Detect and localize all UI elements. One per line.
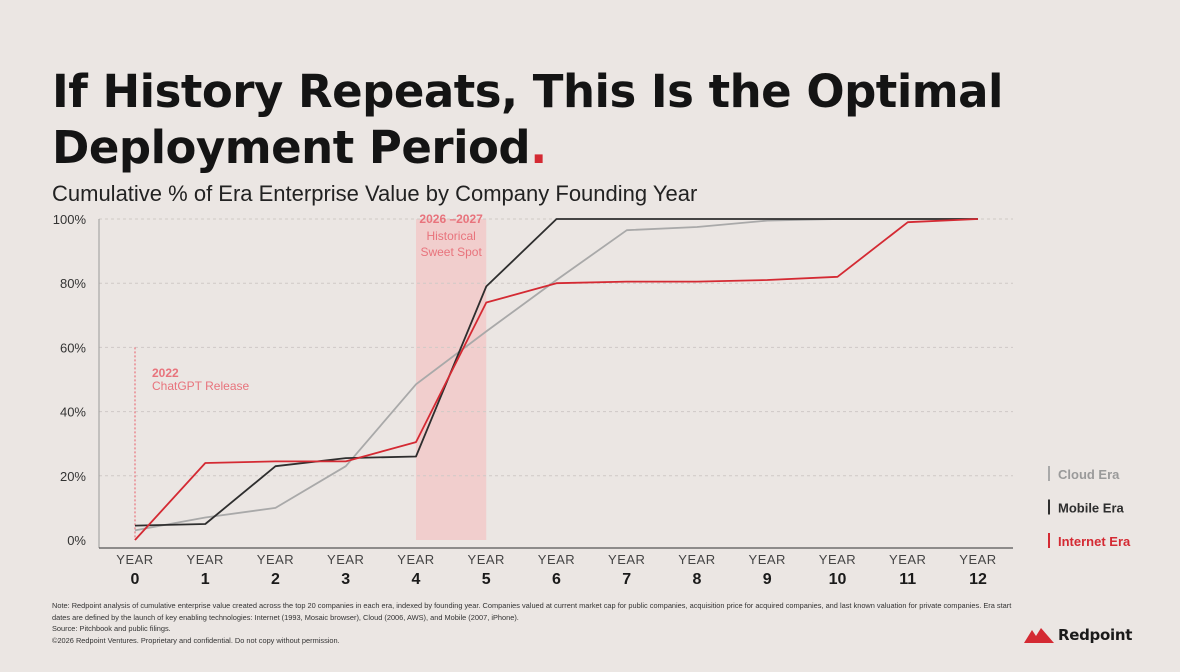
title-text: If History Repeats, This Is the Optimal …	[52, 65, 1003, 174]
y-tick-label: 40%	[60, 405, 86, 420]
x-tick-prefix: YEAR	[397, 552, 434, 567]
chart-subtitle: Cumulative % of Era Enterprise Value by …	[52, 181, 698, 206]
x-tick-prefix: YEAR	[257, 552, 294, 567]
highlight-band	[416, 219, 487, 540]
annotation-label: ChatGPT Release	[152, 379, 249, 393]
x-tick-prefix: YEAR	[608, 552, 645, 567]
x-tick-label: 10	[829, 571, 847, 588]
annotation-title: 2022	[152, 366, 179, 380]
redpoint-logo: Redpoint	[1024, 626, 1132, 644]
x-tick-label: 5	[482, 571, 491, 588]
legend-label: Cloud Era	[1058, 467, 1120, 482]
footnote-line: dates are defined by the launch of key e…	[52, 612, 519, 622]
x-tick-labels: YEAR 0 YEAR 1 YEAR 2 YEAR 3 YEAR 4 YEAR 5 YEAR 6 YEAR 7…	[116, 552, 996, 588]
legend-label: Internet Era	[1058, 534, 1131, 549]
footnote-line: Note: Redpoint analysis of cumulative en…	[52, 601, 1012, 610]
y-tick-labels: 0% 20% 40% 60% 80% 100%	[53, 212, 87, 548]
footnote: Note: Redpoint analysis of cumulative en…	[52, 600, 1132, 646]
x-tick-prefix: YEAR	[678, 552, 715, 567]
x-tick-label: 0	[131, 571, 140, 588]
mountain-peaks-icon	[1024, 628, 1054, 643]
x-tick-prefix: YEAR	[538, 552, 575, 567]
title-dot: .	[530, 121, 547, 174]
x-tick-label: 3	[341, 571, 350, 588]
x-tick-prefix: YEAR	[187, 552, 224, 567]
logo-text: Redpoint	[1058, 626, 1133, 644]
x-tick-label: 1	[201, 571, 210, 588]
series-lines	[134, 218, 979, 541]
x-tick-label: 11	[899, 571, 916, 588]
page-title: If History Repeats, This Is the Optimal …	[52, 64, 1132, 176]
legend-label: Mobile Era	[1058, 501, 1125, 516]
legend: Cloud Era Mobile Era Internet Era	[1048, 466, 1131, 549]
footnote-source: Source: Pitchbook and public filings.	[52, 624, 171, 634]
x-tick-label: 6	[552, 571, 561, 588]
x-tick-label: 2	[271, 571, 280, 588]
x-tick-label: 4	[412, 571, 421, 588]
highlight-band-title: 2026 –2027	[419, 212, 483, 226]
x-tick-prefix: YEAR	[116, 552, 153, 567]
x-tick-label: 7	[622, 571, 631, 588]
x-tick-prefix: YEAR	[819, 552, 856, 567]
x-tick-label: 8	[693, 571, 702, 588]
mobile-era-line	[134, 218, 978, 527]
line-chart: 0%20%40%60%80%100% YEAR0YEAR1YEAR2YEAR3Y…	[53, 212, 1131, 588]
y-tick-label: 20%	[60, 469, 86, 484]
x-tick-label: 9	[763, 571, 772, 588]
y-tick-label: 60%	[60, 340, 86, 355]
y-tick-label: 80%	[60, 276, 86, 291]
highlight-band-label-line1: Historical	[426, 229, 475, 243]
footnote-copyright: ©2026 Redpoint Ventures. Proprietary and…	[52, 635, 340, 645]
y-tick-label: 100%	[53, 212, 87, 227]
x-tick-prefix: YEAR	[468, 552, 505, 567]
x-tick-prefix: YEAR	[959, 552, 996, 567]
x-tick-prefix: YEAR	[749, 552, 786, 567]
x-tick-label: 12	[969, 571, 987, 588]
internet-era-line	[134, 218, 979, 541]
highlight-band-label-line2: Sweet Spot	[420, 245, 482, 259]
x-tick-prefix: YEAR	[327, 552, 364, 567]
grid-lines	[99, 218, 1013, 477]
y-tick-label: 0%	[67, 533, 86, 548]
x-tick-prefix: YEAR	[889, 552, 926, 567]
